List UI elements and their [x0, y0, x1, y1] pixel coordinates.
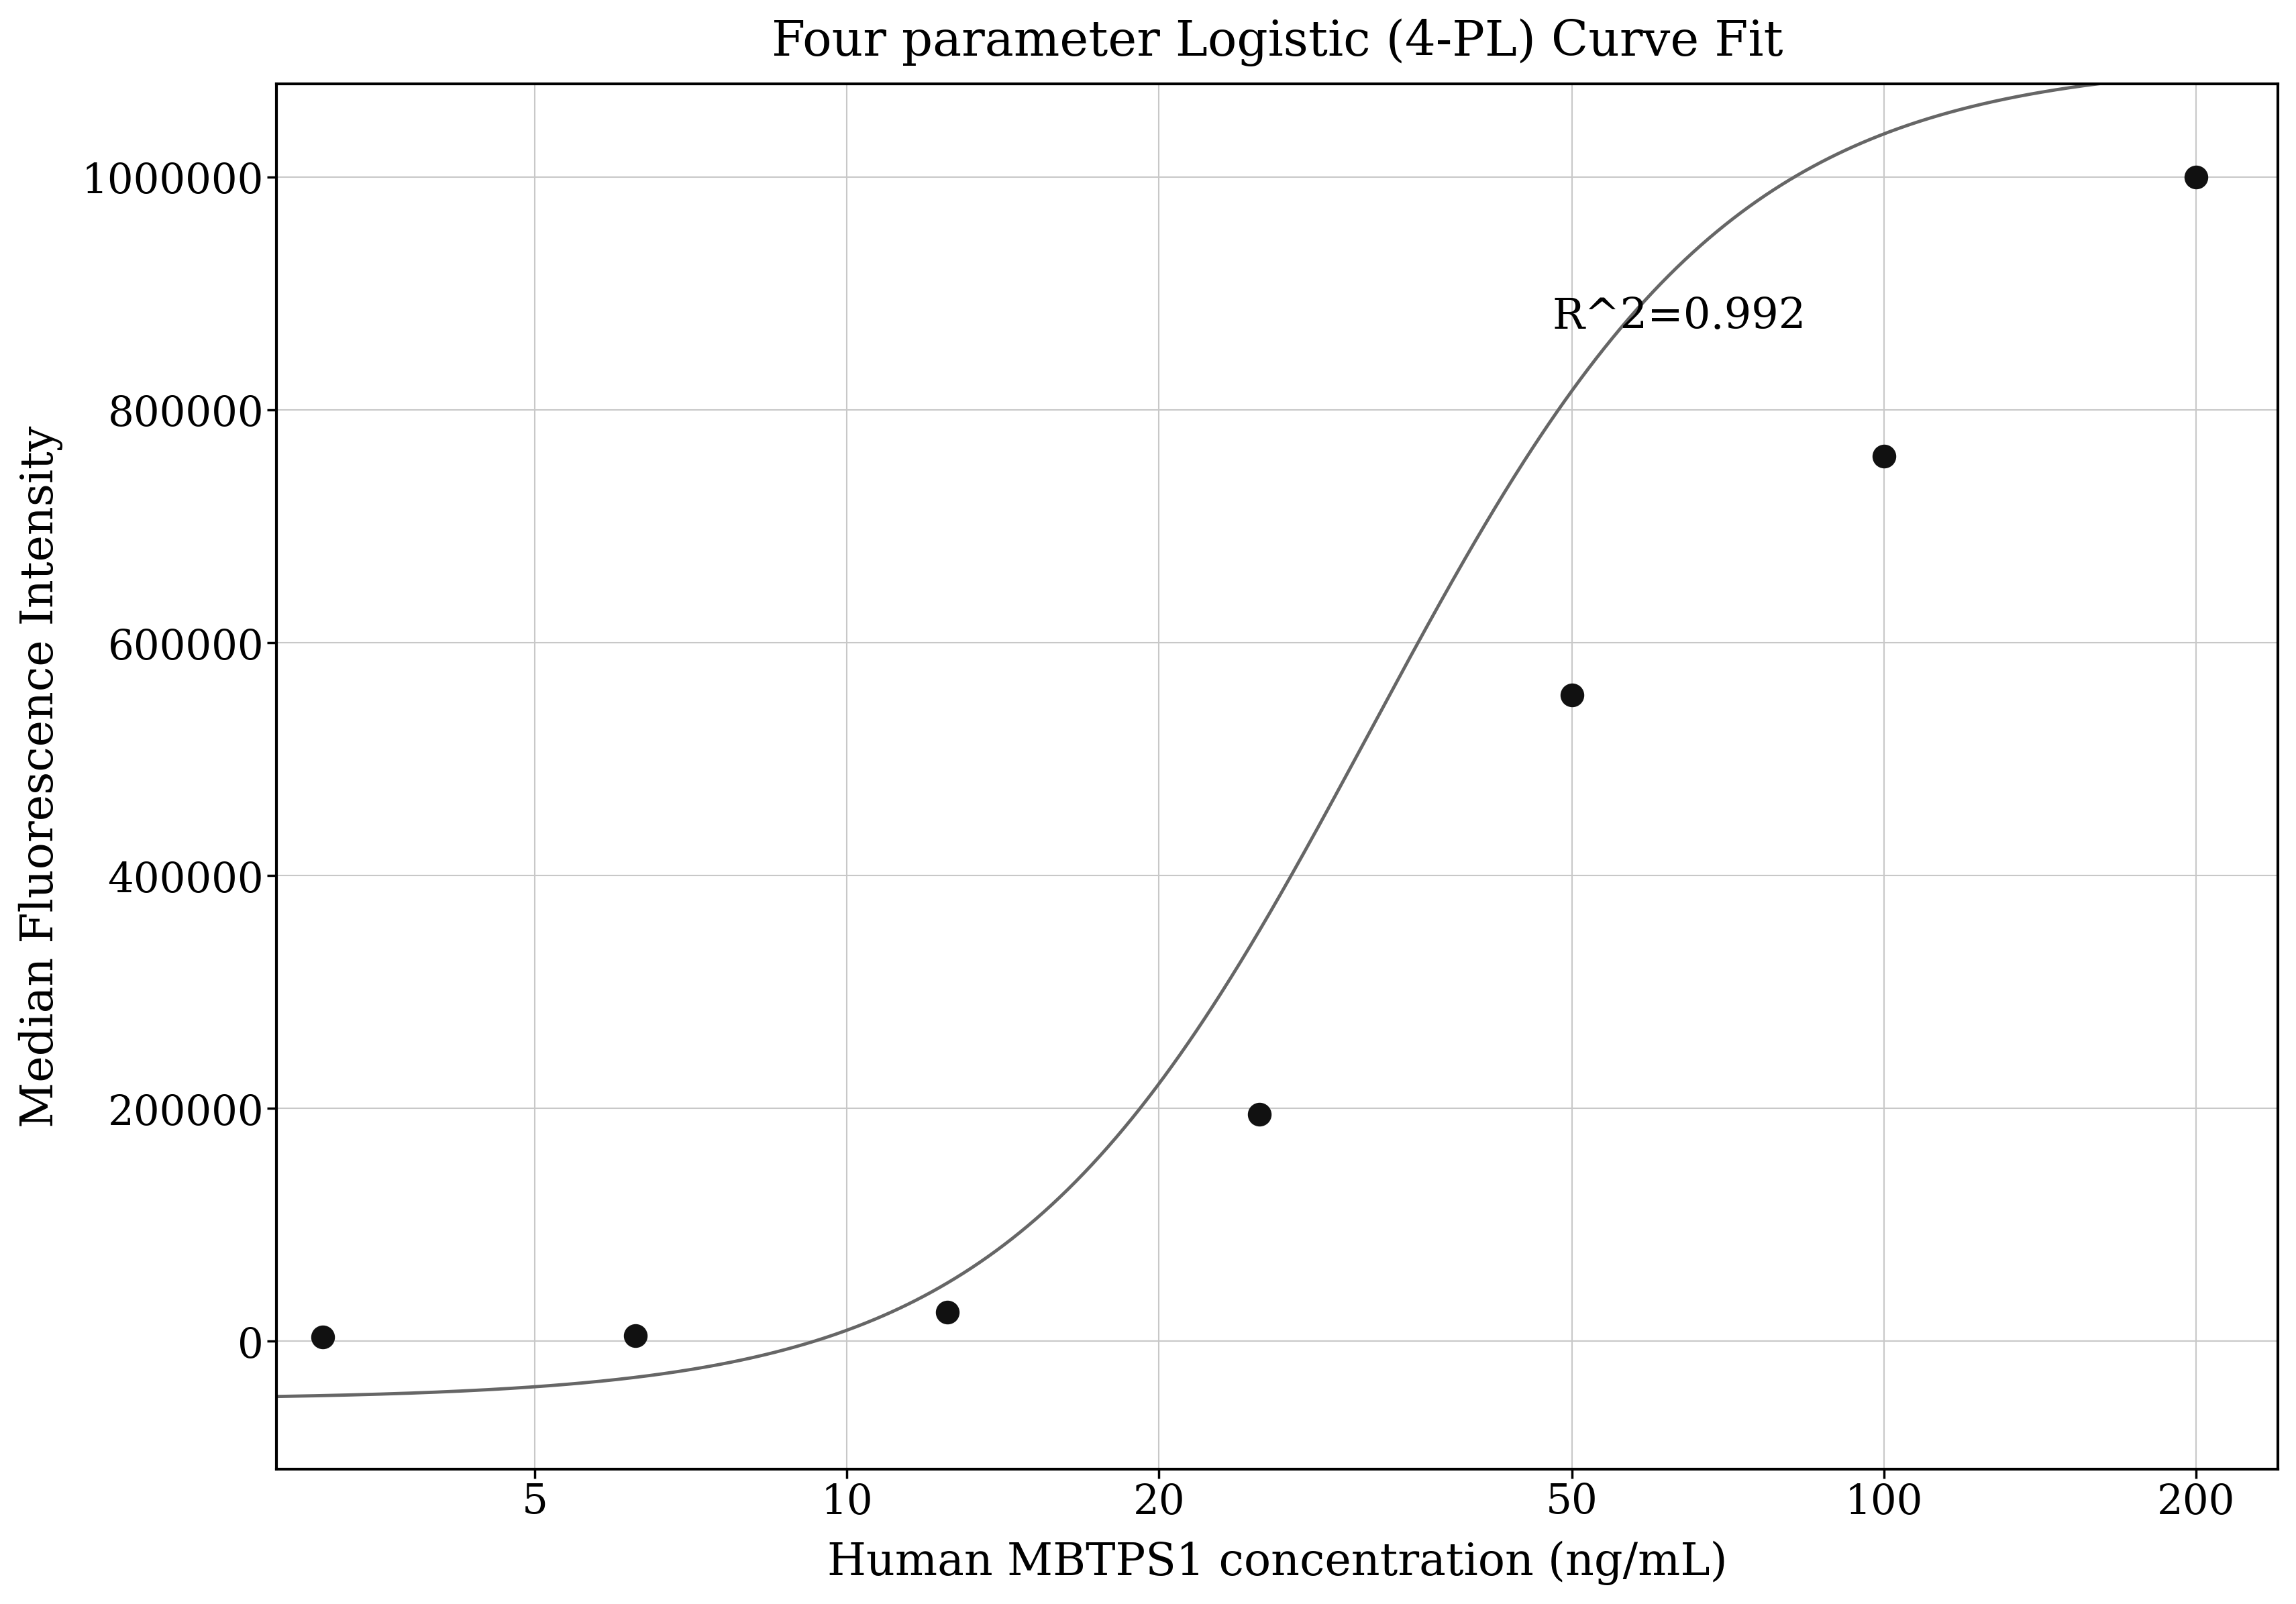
Point [1552, 682, 1589, 707]
Point [305, 1323, 342, 1349]
Point [2177, 164, 2213, 189]
X-axis label: Human MBTPS1 concentration (ng/mL): Human MBTPS1 concentration (ng/mL) [827, 1541, 1727, 1585]
Point [1240, 1102, 1277, 1128]
Point [618, 1323, 654, 1349]
Text: R^2=0.992: R^2=0.992 [1552, 297, 1805, 337]
Title: Four parameter Logistic (4-PL) Curve Fit: Four parameter Logistic (4-PL) Curve Fit [771, 19, 1782, 67]
Point [928, 1299, 964, 1325]
Point [1864, 444, 1901, 470]
Y-axis label: Median Fluorescence Intensity: Median Fluorescence Intensity [18, 425, 62, 1128]
